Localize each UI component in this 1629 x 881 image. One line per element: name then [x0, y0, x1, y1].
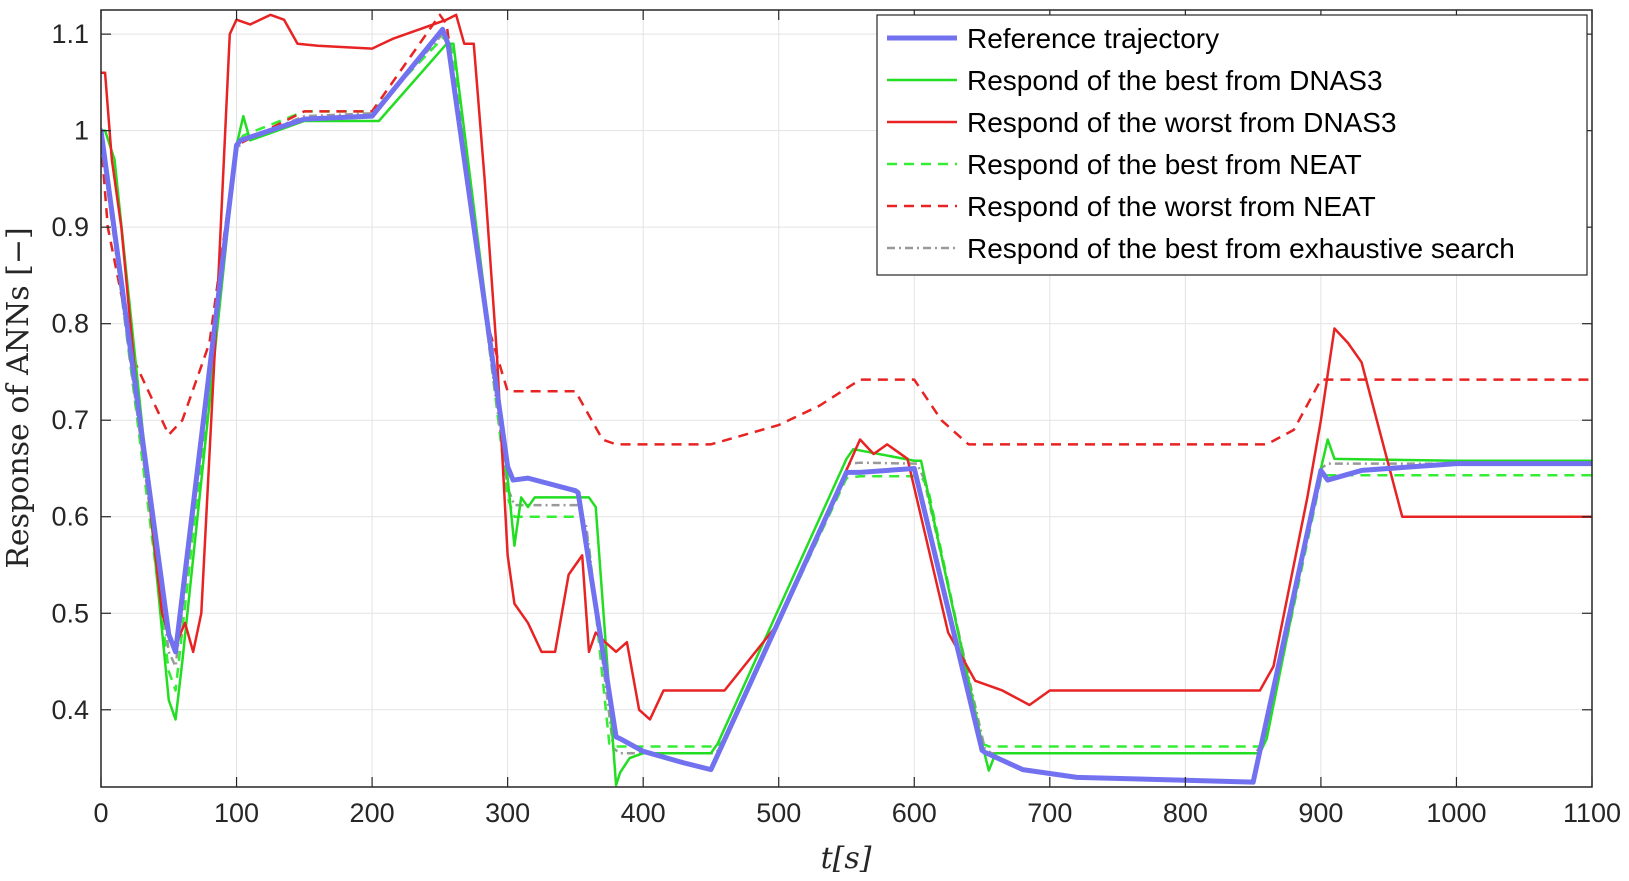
- y-tick-label: 1: [74, 116, 89, 146]
- legend: Reference trajectory Respond of the best …: [876, 14, 1588, 276]
- x-tick-label: 1100: [1563, 798, 1621, 828]
- y-tick-label: 0.4: [51, 695, 89, 725]
- x-tick-label: 500: [756, 798, 801, 828]
- y-tick-label: 0.6: [51, 502, 89, 532]
- x-tick-label: 800: [1163, 798, 1208, 828]
- x-tick-label: 400: [621, 798, 666, 828]
- legend-entry-label: Respond of the worst from DNAS3: [967, 107, 1397, 138]
- y-tick-label: 0.5: [51, 598, 89, 628]
- x-axis-label: t[s]: [821, 841, 872, 876]
- legend-entry-label: Respond of the best from exhaustive sear…: [967, 233, 1515, 264]
- legend-entry-label: Respond of the best from DNAS3: [967, 65, 1383, 96]
- x-tick-label: 900: [1298, 798, 1343, 828]
- series-line-3: [101, 32, 1592, 748]
- y-tick-label: 0.7: [51, 405, 89, 435]
- y-axis-label: Response of ANNs [−]: [1, 227, 36, 568]
- legend-entry-label: Respond of the best from NEAT: [967, 149, 1362, 180]
- x-tick-label: 300: [485, 798, 530, 828]
- x-tick-label: 700: [1027, 798, 1072, 828]
- tick-labels: 0 100 200 300 400 500 600 700 800 900 1000 1100 0.4 0…: [51, 19, 1621, 828]
- y-tick-label: 1.1: [51, 19, 89, 49]
- series-line-2: [101, 13, 1592, 721]
- x-tick-label: 0: [93, 798, 108, 828]
- x-tick-label: 100: [214, 798, 259, 828]
- series-layer: [101, 13, 1592, 787]
- legend-entry-label: Respond of the worst from NEAT: [967, 191, 1376, 222]
- x-tick-label: 1000: [1426, 798, 1486, 828]
- legend-entry-label: Reference trajectory: [967, 23, 1219, 54]
- series-line-4: [101, 13, 1592, 446]
- series-line-5: [101, 32, 1592, 755]
- x-tick-label: 200: [350, 798, 395, 828]
- plot-frame: [100, 9, 1593, 788]
- series-line-0: [101, 26, 1592, 785]
- legend-box: [876, 14, 1588, 276]
- x-tick-label: 600: [892, 798, 937, 828]
- y-tick-label: 0.8: [51, 309, 89, 339]
- y-tick-label: 0.9: [51, 212, 89, 242]
